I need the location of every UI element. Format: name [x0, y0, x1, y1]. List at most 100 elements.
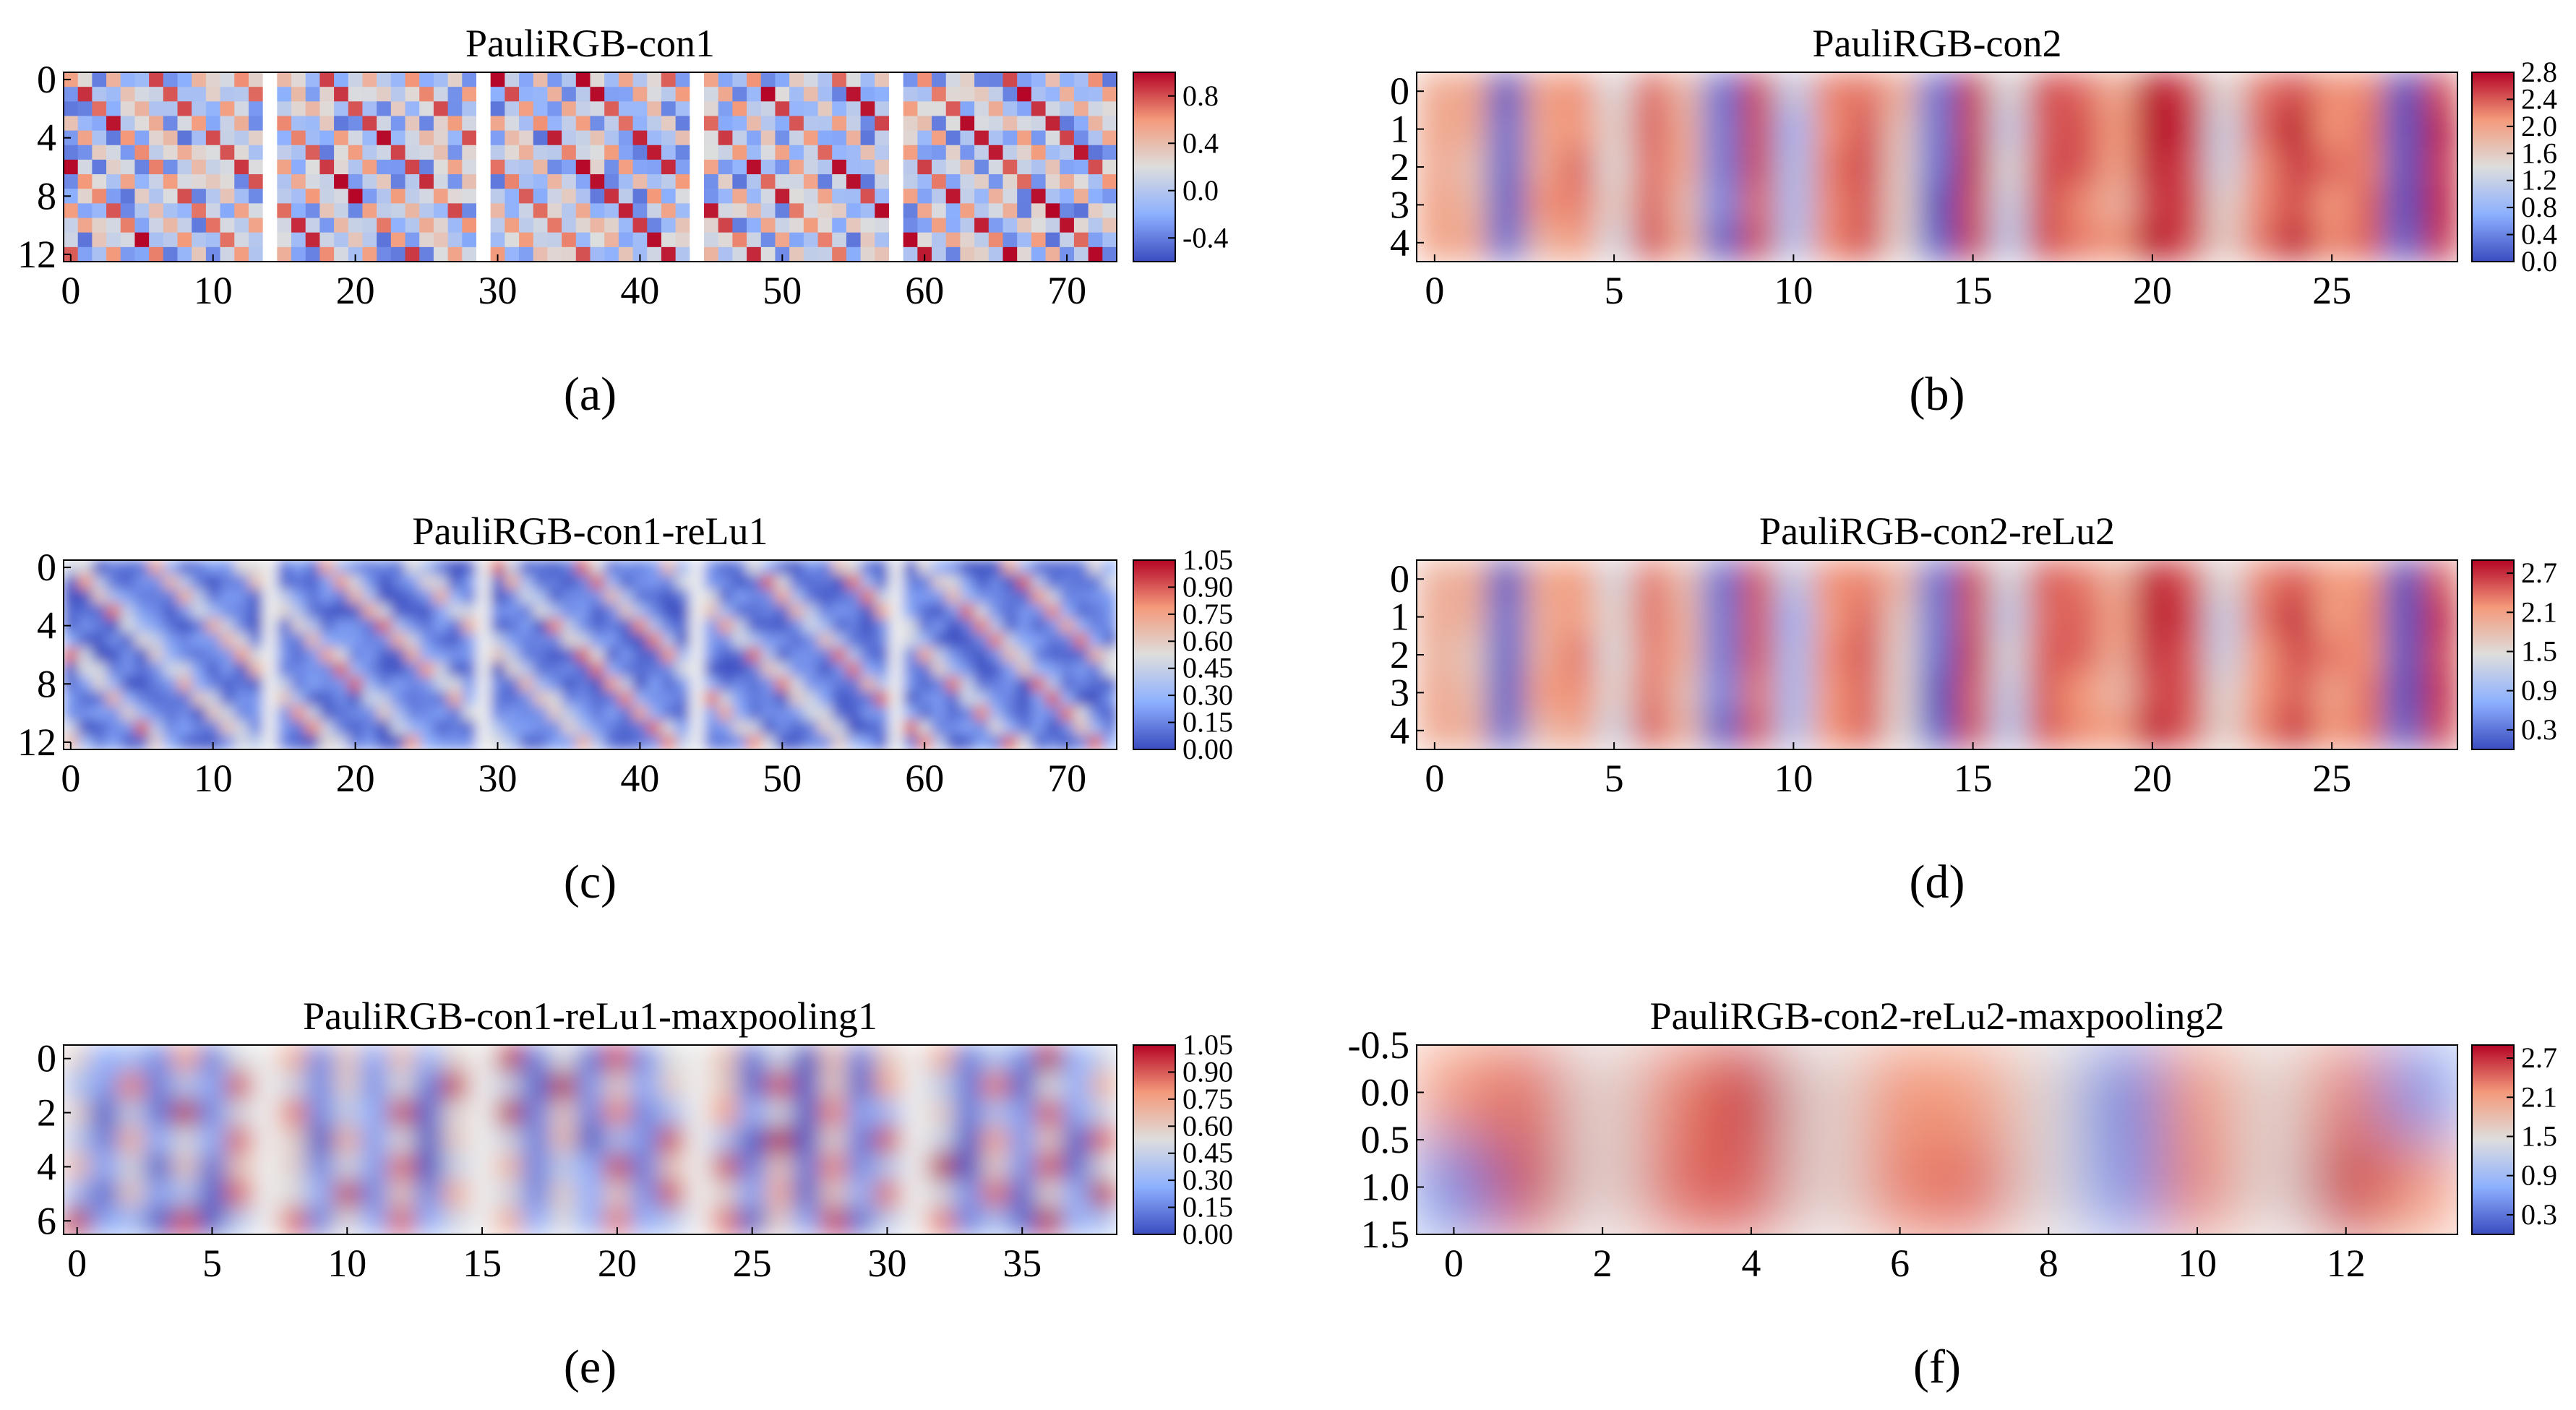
- heatmap-cell: [1031, 647, 1047, 663]
- heatmap-cell: [2314, 598, 2350, 637]
- heatmap-cell: [149, 174, 164, 189]
- heatmap-cell: [319, 734, 335, 749]
- heatmap-cell: [90, 1045, 119, 1073]
- heatmap-cell: [1073, 676, 1089, 692]
- heatmap-cell: [974, 116, 989, 132]
- heatmap-cell: [945, 676, 961, 692]
- heatmap-cell: [846, 676, 862, 692]
- heatmap-cell: [888, 734, 904, 749]
- heatmap-cell: [927, 1207, 956, 1234]
- heatmap-cell: [1045, 705, 1060, 721]
- heatmap-cell: [305, 246, 321, 262]
- heatmap-cell: [519, 218, 534, 233]
- heatmap-cell: [177, 218, 192, 233]
- heatmap-cell: [2170, 711, 2207, 749]
- heatmap-cell: [377, 145, 392, 160]
- heatmap-cell: [226, 1072, 254, 1100]
- heatmap-cell: [661, 676, 677, 692]
- heatmap-cell: [630, 1072, 658, 1100]
- heatmap-cell: [675, 130, 690, 146]
- heatmap-cell: [334, 618, 349, 634]
- heatmap-cell: [505, 589, 520, 605]
- heatmap-cell: [2314, 72, 2350, 111]
- heatmap-cell: [974, 618, 989, 634]
- heatmap-cell: [334, 705, 349, 721]
- heatmap-cell: [447, 575, 463, 590]
- heatmap-cell: [106, 130, 121, 146]
- heatmap-cell: [362, 116, 377, 132]
- panel-title: PauliRGB-con2: [1813, 22, 2062, 65]
- heatmap-cell: [77, 145, 93, 160]
- heatmap-cell: [377, 705, 392, 721]
- heatmap-cell: [305, 575, 321, 590]
- heatmap-cell: [248, 232, 264, 248]
- heatmap-cell: [319, 116, 335, 132]
- heatmap-cell: [1060, 203, 1075, 219]
- heatmap-cell: [92, 618, 107, 634]
- heatmap-cell: [106, 189, 121, 204]
- heatmap-cell: [875, 662, 890, 677]
- heatmap-cell: [419, 618, 434, 634]
- heatmap-cell: [117, 1099, 145, 1127]
- heatmap-cell: [562, 232, 577, 248]
- heatmap-cell: [106, 720, 121, 736]
- heatmap-cell: [974, 174, 989, 189]
- heatmap-cell: [647, 72, 662, 87]
- heatmap-cell: [220, 189, 235, 204]
- heatmap-cell: [1062, 1180, 1091, 1208]
- heatmap-cell: [604, 603, 619, 619]
- heatmap-cell: [657, 1045, 685, 1073]
- heatmap-cell: [405, 647, 420, 663]
- heatmap-cell: [820, 1153, 848, 1181]
- heatmap-cell: [2350, 560, 2387, 598]
- heatmap-cell: [149, 632, 164, 648]
- heatmap-cell: [205, 87, 221, 102]
- heatmap-cell: [632, 116, 648, 132]
- heatmap-cell: [2277, 110, 2314, 149]
- heatmap-cell: [334, 647, 349, 663]
- heatmap-cell: [789, 662, 804, 677]
- heatmap-cell: [2421, 598, 2457, 637]
- heatmap-cell: [817, 232, 833, 248]
- heatmap-cell: [789, 618, 804, 634]
- heatmap-cell: [262, 232, 278, 248]
- heatmap-cell: [490, 575, 505, 590]
- heatmap-cell: [1060, 603, 1075, 619]
- heatmap-cell: [433, 589, 449, 605]
- heatmap-cell: [690, 72, 705, 87]
- heatmap-cell: [817, 218, 833, 233]
- heatmap-cell: [234, 145, 249, 160]
- y-tick-label: 2: [1390, 633, 1409, 676]
- heatmap-cell: [390, 632, 406, 648]
- heatmap-cells: [1417, 1045, 2457, 1234]
- heatmap-cell: [447, 720, 463, 736]
- heatmap-cell: [177, 189, 192, 204]
- heatmap-cell: [433, 632, 449, 648]
- x-tick-label: 25: [2312, 269, 2351, 312]
- heatmap-cell: [64, 575, 79, 590]
- heatmap-cell: [547, 203, 562, 219]
- heatmap-cell: [1417, 1140, 1492, 1234]
- heatmap-cell: [1045, 218, 1060, 233]
- colorbar-tick-label: 1.05: [1182, 543, 1233, 576]
- heatmap-cell: [476, 101, 491, 117]
- heatmap-cell: [234, 232, 249, 248]
- heatmap-cell: [77, 589, 93, 605]
- heatmap-cell: [205, 589, 221, 605]
- heatmap-cell: [405, 705, 420, 721]
- heatmap-cell: [932, 691, 947, 707]
- heatmap-cell: [220, 174, 235, 189]
- heatmap-cell: [533, 618, 549, 634]
- heatmap-cell: [690, 116, 705, 132]
- heatmap-cell: [262, 662, 278, 677]
- heatmap-cell: [1102, 676, 1117, 692]
- heatmap-cell: [888, 676, 904, 692]
- heatmap-cell: [888, 130, 904, 146]
- heatmap-cell: [1102, 159, 1117, 175]
- heatmap-cell: [134, 632, 150, 648]
- heatmap-cell: [632, 145, 648, 160]
- heatmap-cell: [2314, 186, 2350, 225]
- heatmap-cell: [1560, 711, 1597, 749]
- colorbar-tick-label: 0.00: [1182, 733, 1233, 765]
- heatmap-cell: [860, 116, 875, 132]
